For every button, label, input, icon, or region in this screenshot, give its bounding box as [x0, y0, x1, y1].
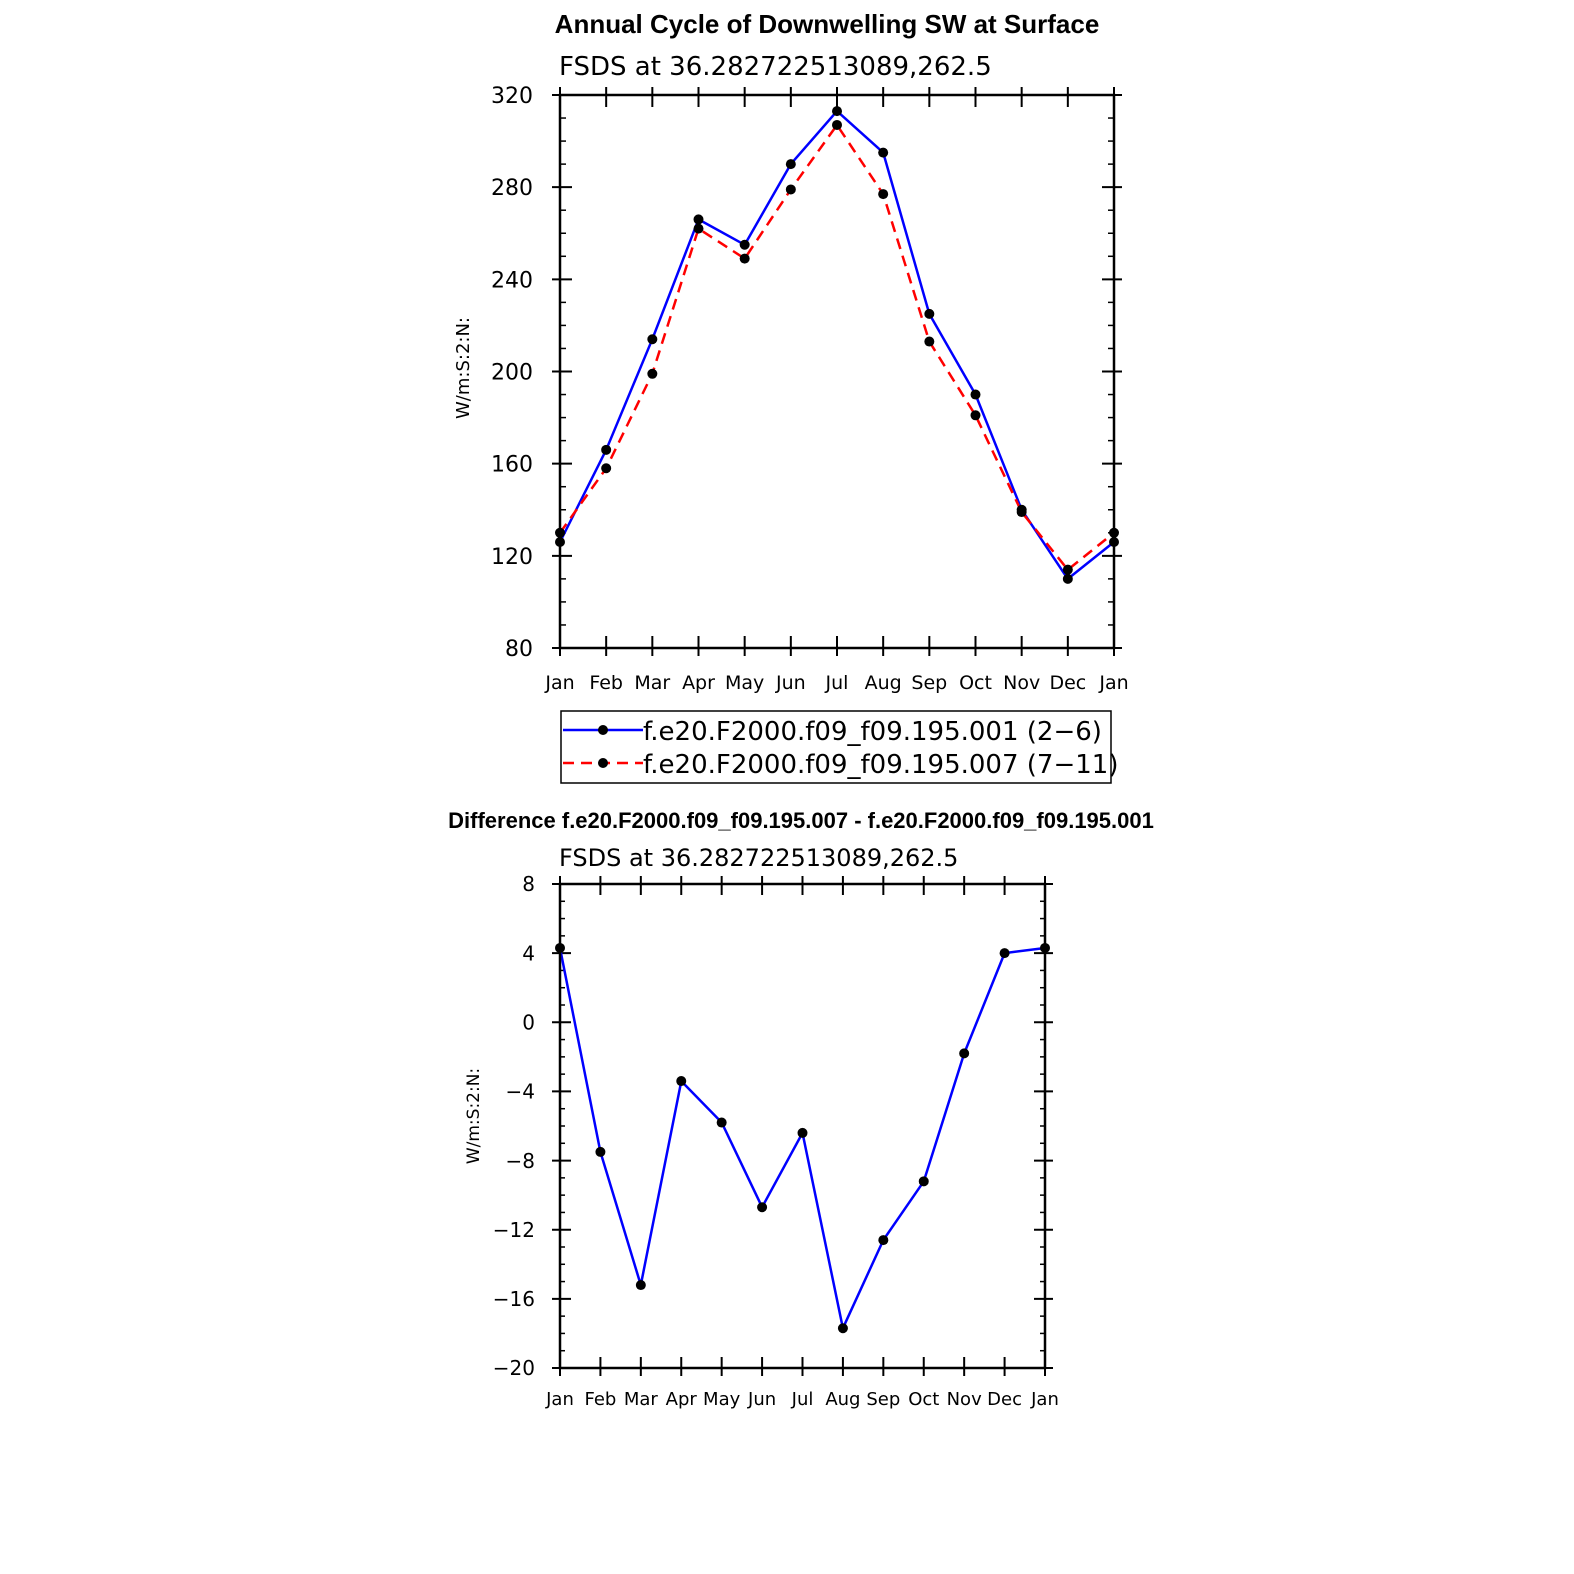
legend-item-series-2: f.e20.F2000.f09_f09.195.007 (7−11)	[563, 750, 1118, 780]
x-tick-label: Jun	[747, 1389, 776, 1410]
data-series	[555, 942, 1050, 1334]
data-point	[595, 1146, 606, 1157]
data-point	[1062, 564, 1073, 575]
y-tick-label: 0	[522, 1010, 535, 1034]
plot-frame	[558, 93, 1116, 650]
x-tick-label: Apr	[682, 672, 715, 694]
data-point	[757, 1202, 768, 1213]
data-point	[837, 1323, 848, 1334]
legend-swatch-marker	[598, 758, 608, 768]
data-point	[739, 239, 750, 250]
data-point	[970, 389, 981, 400]
x-tick-label: Nov	[947, 1389, 982, 1410]
y-tick-label: 8	[522, 872, 535, 896]
plot-frame	[558, 882, 1047, 1370]
y-tick-label: −8	[506, 1149, 535, 1173]
data-point	[785, 184, 796, 195]
chart-subtitle: FSDS at 36.282722513089,262.5	[559, 52, 992, 82]
x-tick-label: Feb	[589, 672, 623, 694]
data-point	[832, 119, 842, 130]
chart-title: Annual Cycle of Downwelling SW at Surfac…	[555, 9, 1100, 39]
data-point	[716, 1117, 727, 1128]
y-tick-label: 240	[491, 268, 533, 293]
x-tick-label: Aug	[865, 672, 902, 694]
x-tick-label: Oct	[959, 672, 992, 694]
x-tick-label: Jan	[545, 1389, 574, 1410]
data-point	[647, 334, 658, 345]
data-point	[878, 189, 889, 200]
x-tick-label: Dec	[987, 1389, 1022, 1410]
x-tick-label: Jun	[775, 672, 806, 694]
data-point	[693, 223, 704, 234]
data-point	[797, 1127, 808, 1138]
chart-subtitle: FSDS at 36.282722513089,262.5	[559, 844, 958, 872]
legend-box	[560, 710, 1112, 784]
y-tick-label: 320	[491, 84, 533, 109]
x-tick-label: Nov	[1003, 672, 1040, 694]
legend-item-series-1: f.e20.F2000.f09_f09.195.001 (2−6)	[563, 717, 1102, 747]
x-tick-label: May	[725, 672, 764, 694]
y-tick-label: −16	[493, 1287, 535, 1311]
data-point	[1062, 573, 1073, 584]
x-tick-label: Mar	[634, 672, 670, 694]
x-tick-label: Sep	[911, 672, 947, 694]
data-point	[601, 463, 612, 474]
tick-labels: Jan Feb Mar Apr May Jun Jul Aug Sep Oct Nov Dec Jan−…	[493, 872, 1059, 1410]
legend-label: f.e20.F2000.f09_f09.195.007 (7−11)	[643, 750, 1118, 780]
chart-title: Difference f.e20.F2000.f09_f09.195.007 -…	[448, 808, 1154, 833]
data-point	[693, 214, 704, 225]
x-tick-label: Jan	[1030, 1389, 1059, 1410]
x-tick-label: Aug	[825, 1389, 860, 1410]
y-axis-label: W/m:S:2:N:	[453, 317, 474, 419]
data-point	[601, 444, 612, 455]
x-tick-label: Dec	[1049, 672, 1086, 694]
y-tick-label: −12	[493, 1218, 535, 1242]
data-point	[635, 1280, 646, 1291]
annual-cycle-chart: Annual Cycle of Downwelling SW at Surfac…	[453, 9, 1129, 784]
x-tick-label: Jul	[825, 672, 849, 694]
y-tick-label: 160	[491, 453, 533, 478]
x-tick-label: May	[703, 1389, 741, 1410]
y-tick-label: −20	[493, 1356, 535, 1380]
x-tick-label: Oct	[908, 1389, 939, 1410]
y-axis-label: W/m:S:2:N:	[464, 1068, 484, 1164]
y-tick-label: 4	[522, 941, 535, 965]
data-point	[878, 147, 889, 158]
data-point	[999, 948, 1010, 959]
y-tick-label: −4	[506, 1080, 535, 1104]
data-point	[918, 1176, 929, 1187]
x-tick-label: Feb	[584, 1389, 616, 1410]
data-point	[1016, 507, 1027, 518]
data-point	[832, 106, 842, 117]
y-tick-label: 280	[491, 176, 533, 201]
data-point	[647, 368, 658, 379]
x-tick-label: Jul	[791, 1389, 814, 1410]
x-tick-label: Apr	[666, 1389, 698, 1410]
data-point	[924, 308, 935, 319]
tick-labels: Jan Feb Mar Apr May Jun Jul Aug Sep Oct Nov Dec Jan 8…	[491, 84, 1129, 694]
y-tick-label: 120	[491, 545, 533, 570]
data-point	[959, 1048, 970, 1059]
x-tick-label: Sep	[866, 1389, 900, 1410]
legend-label: f.e20.F2000.f09_f09.195.001 (2−6)	[643, 717, 1102, 747]
difference-chart: Difference f.e20.F2000.f09_f09.195.007 -…	[448, 808, 1154, 1410]
data-point	[924, 336, 935, 347]
data-point	[878, 1235, 889, 1246]
data-point	[970, 410, 981, 421]
data-point	[785, 159, 796, 170]
legend-swatch-marker	[598, 725, 608, 735]
x-tick-label: Jan	[544, 672, 574, 694]
y-tick-label: 80	[505, 637, 533, 662]
data-series	[555, 106, 1119, 584]
legend: f.e20.F2000.f09_f09.195.001 (2−6) f.e20.…	[560, 710, 1118, 784]
y-tick-label: 200	[491, 360, 533, 385]
x-tick-label: Mar	[624, 1389, 659, 1410]
x-tick-label: Jan	[1098, 672, 1128, 694]
data-point	[676, 1076, 687, 1087]
data-point	[739, 253, 750, 264]
